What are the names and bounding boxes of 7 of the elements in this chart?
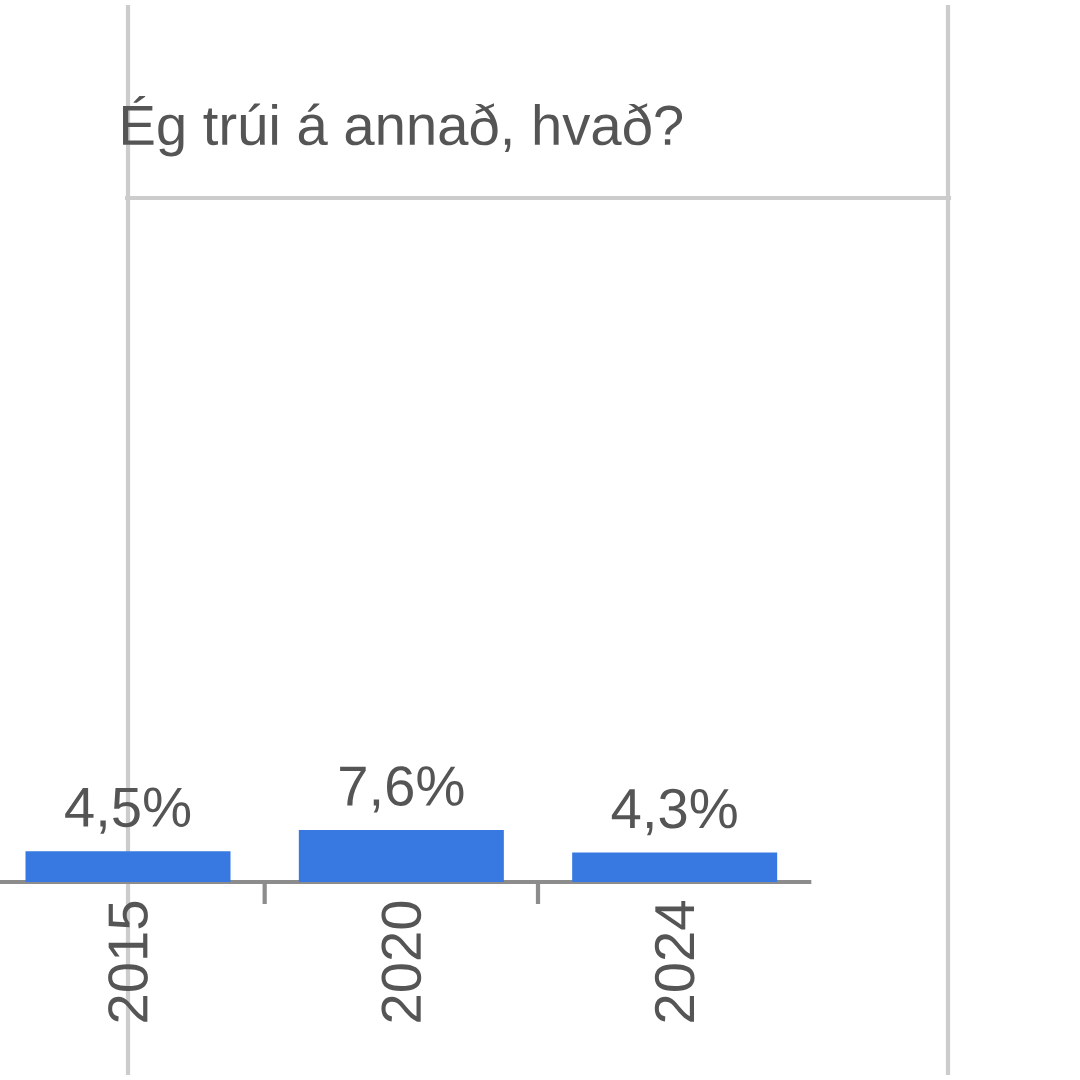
x-tick-label: 2020 xyxy=(381,901,422,1022)
data-label: 4,3% xyxy=(611,788,737,836)
data-label: 7,6% xyxy=(340,766,464,813)
x-tick-label: 2015 xyxy=(108,901,148,1022)
chart-title: Ég trúi á annað, hvað? xyxy=(123,96,683,157)
data-label: 4,5% xyxy=(65,787,191,834)
x-tick-label: 2024 xyxy=(654,901,695,1022)
